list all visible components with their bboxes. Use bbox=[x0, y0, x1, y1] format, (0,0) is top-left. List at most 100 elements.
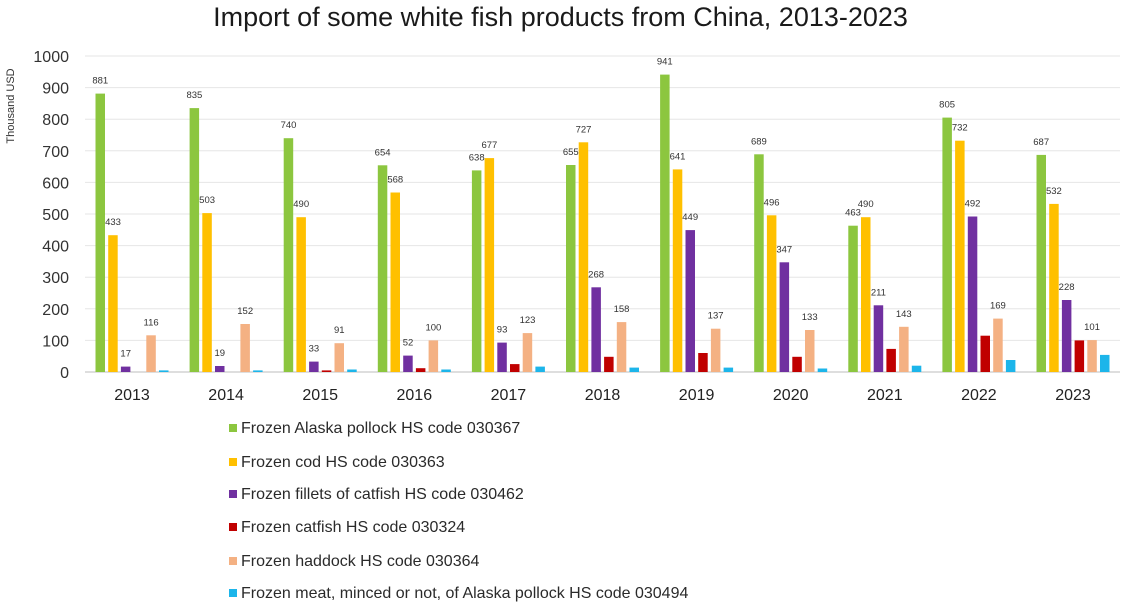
legend-item-alaska-pollock-meat: Frozen meat, minced or not, of Alaska po… bbox=[229, 585, 688, 603]
legend-swatch-haddock bbox=[229, 556, 237, 565]
bar bbox=[993, 318, 1003, 372]
bar bbox=[296, 217, 306, 372]
bar bbox=[1061, 300, 1072, 372]
data-label: 677 bbox=[481, 140, 497, 151]
data-label: 689 bbox=[751, 136, 767, 147]
bar bbox=[108, 235, 118, 372]
data-label: 143 bbox=[896, 309, 912, 320]
data-label: 133 bbox=[802, 312, 818, 323]
data-label: 123 bbox=[520, 315, 536, 326]
legend-label: Frozen meat, minced or not, of Alaska po… bbox=[241, 585, 689, 602]
bar bbox=[347, 369, 357, 372]
bar bbox=[415, 368, 426, 372]
legend-item-haddock: Frozen haddock HS code 030364 bbox=[229, 553, 479, 571]
bar bbox=[911, 365, 922, 372]
bar bbox=[861, 217, 871, 372]
data-label: 805 bbox=[939, 100, 955, 111]
bar bbox=[766, 215, 777, 372]
data-label: 449 bbox=[682, 212, 698, 223]
legend-item-catfish-fillets: Frozen fillets of catfish HS code 030462 bbox=[229, 486, 524, 504]
data-label: 490 bbox=[858, 199, 874, 210]
legend-label: Frozen Alaska pollock HS code 030367 bbox=[241, 420, 521, 437]
data-label: 211 bbox=[871, 287, 886, 298]
bar bbox=[685, 230, 695, 372]
data-label: 732 bbox=[952, 123, 968, 134]
bar bbox=[672, 169, 683, 372]
bar bbox=[566, 165, 576, 372]
y-tick-label: 300 bbox=[42, 270, 69, 287]
bar bbox=[321, 370, 332, 372]
bar bbox=[240, 324, 250, 372]
bar bbox=[390, 192, 400, 372]
y-tick-label: 400 bbox=[42, 239, 69, 256]
y-tick-label: 700 bbox=[42, 144, 69, 161]
bar bbox=[535, 366, 545, 372]
bar bbox=[522, 333, 533, 372]
bar bbox=[377, 165, 388, 372]
x-tick-label: 2015 bbox=[302, 387, 338, 404]
bar bbox=[403, 355, 413, 372]
data-label: 503 bbox=[199, 195, 215, 206]
chart-plot: 0 100 200 300 400 500 600 700 800 900 1000 881 433 17… bbox=[33, 49, 1120, 404]
bar bbox=[441, 369, 451, 372]
data-label: 137 bbox=[708, 311, 724, 322]
bar bbox=[578, 142, 589, 372]
x-tick-label: 2017 bbox=[491, 387, 527, 404]
data-label: 568 bbox=[387, 175, 403, 186]
bar bbox=[471, 170, 482, 372]
data-label: 116 bbox=[144, 317, 159, 328]
data-label: 158 bbox=[614, 304, 630, 315]
x-tick-label: 2013 bbox=[114, 387, 150, 404]
bar bbox=[754, 154, 764, 372]
data-label: 101 bbox=[1084, 322, 1100, 333]
y-tick-label: 0 bbox=[60, 365, 69, 382]
bar bbox=[1074, 340, 1085, 372]
bar bbox=[253, 370, 263, 372]
legend-label: Frozen cod HS code 030363 bbox=[241, 454, 445, 471]
legend-swatch-catfish-fillets bbox=[229, 489, 237, 498]
data-label: 490 bbox=[293, 199, 309, 210]
bar bbox=[886, 348, 896, 372]
bar bbox=[698, 353, 708, 372]
data-label: 91 bbox=[334, 325, 345, 336]
bar bbox=[805, 330, 815, 372]
bar bbox=[428, 340, 439, 372]
y-tick-label: 500 bbox=[42, 207, 69, 224]
data-label: 641 bbox=[670, 151, 686, 162]
legend-label: Frozen fillets of catfish HS code 030462 bbox=[241, 486, 524, 503]
legend-swatch-alaska-pollock bbox=[229, 423, 237, 432]
legend-item-catfish: Frozen catfish HS code 030324 bbox=[229, 519, 465, 537]
bar bbox=[120, 366, 131, 372]
y-tick-label: 100 bbox=[42, 333, 69, 350]
bar bbox=[1100, 354, 1110, 372]
bar bbox=[660, 74, 670, 372]
bar bbox=[629, 367, 639, 372]
bar bbox=[967, 216, 978, 372]
data-label: 655 bbox=[563, 147, 579, 158]
bar bbox=[202, 213, 212, 372]
y-tick-label: 200 bbox=[42, 302, 69, 319]
legend-label: Frozen catfish HS code 030324 bbox=[241, 519, 466, 536]
bar bbox=[942, 117, 952, 372]
data-label: 52 bbox=[403, 338, 414, 349]
legend-label: Frozen haddock HS code 030364 bbox=[241, 553, 480, 570]
bar bbox=[616, 322, 627, 372]
data-label: 638 bbox=[469, 152, 485, 163]
data-label: 152 bbox=[237, 306, 253, 317]
bar bbox=[283, 138, 294, 372]
y-tick-label: 1000 bbox=[33, 49, 69, 66]
x-tick-label: 2014 bbox=[208, 387, 244, 404]
bar bbox=[899, 326, 909, 372]
bar bbox=[1005, 360, 1016, 372]
bar bbox=[604, 356, 614, 372]
legend-item-cod: Frozen cod HS code 030363 bbox=[229, 454, 445, 472]
bar bbox=[955, 140, 965, 372]
bar bbox=[848, 225, 858, 372]
y-tick-label: 900 bbox=[42, 81, 69, 98]
data-label: 433 bbox=[105, 217, 121, 228]
bar bbox=[484, 158, 495, 372]
data-label: 492 bbox=[965, 199, 981, 210]
bar bbox=[95, 93, 105, 372]
data-label: 33 bbox=[309, 344, 320, 355]
bar bbox=[591, 287, 601, 372]
